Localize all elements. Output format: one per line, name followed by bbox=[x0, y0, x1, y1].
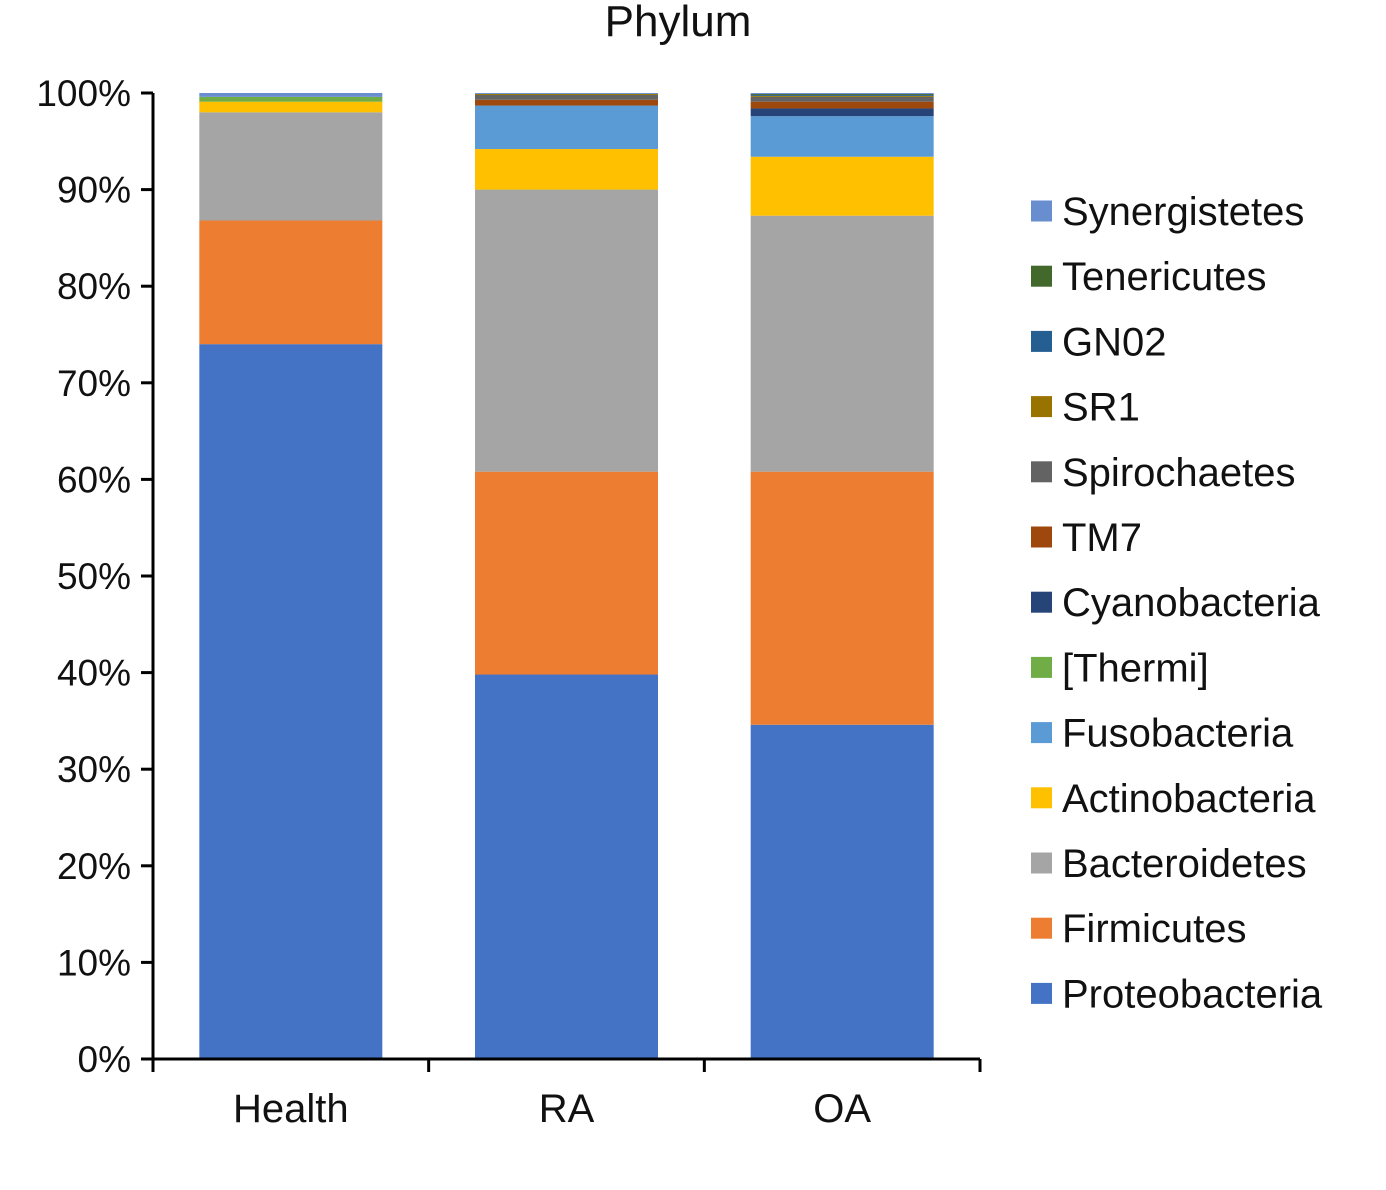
legend-swatch bbox=[1031, 722, 1052, 744]
legend-label: Bacteroidetes bbox=[1062, 842, 1307, 886]
bar-segment-oa-gn02 bbox=[750, 94, 934, 96]
legend-item-gn02: GN02 bbox=[1031, 320, 1167, 364]
legend-label: Tenericutes bbox=[1062, 255, 1267, 299]
bar-segment-ra-tm7 bbox=[475, 99, 658, 106]
x-tick-label-ra: RA bbox=[539, 1087, 595, 1131]
legend-swatch bbox=[1031, 982, 1052, 1004]
bar-segment-health-proteobacteria bbox=[199, 344, 383, 1059]
legend-item-actinobacteria: Actinobacteria bbox=[1031, 777, 1316, 821]
legend-swatch bbox=[1031, 787, 1052, 809]
y-tick-label: 30% bbox=[57, 749, 131, 790]
legend-item-fusobacteria: Fusobacteria bbox=[1031, 712, 1294, 756]
legend-label: GN02 bbox=[1062, 320, 1167, 364]
bar-segment-health-bacteroidetes bbox=[199, 112, 383, 221]
bar-segment-health-firmicutes bbox=[199, 220, 383, 345]
y-tick-label: 0% bbox=[78, 1039, 131, 1080]
bar-segment-oa-actinobacteria bbox=[750, 156, 934, 216]
legend-label: TM7 bbox=[1062, 516, 1142, 560]
bar-segment-ra-synergistetes bbox=[475, 93, 658, 94]
legend-item-proteobacteria: Proteobacteria bbox=[1031, 972, 1323, 1016]
legend-swatch bbox=[1031, 852, 1052, 874]
legend-item-firmicutes: Firmicutes bbox=[1031, 907, 1246, 951]
legend-swatch bbox=[1031, 526, 1052, 548]
y-tick-label: 70% bbox=[57, 363, 131, 404]
y-tick-label: 40% bbox=[57, 653, 131, 694]
bar-segment-oa-tm7 bbox=[750, 101, 934, 109]
y-tick-label: 20% bbox=[57, 846, 131, 887]
legend-swatch bbox=[1031, 591, 1052, 613]
y-tick-label: 80% bbox=[57, 266, 131, 307]
legend-label: Firmicutes bbox=[1062, 907, 1246, 951]
legend-item-bacteroidetes: Bacteroidetes bbox=[1031, 842, 1307, 886]
legend-swatch bbox=[1031, 917, 1052, 939]
legend-swatch bbox=[1031, 656, 1052, 678]
x-tick-label-oa: OA bbox=[813, 1087, 871, 1131]
bar-segment-oa-sr1 bbox=[750, 95, 934, 97]
bars-layer bbox=[199, 93, 934, 1059]
legend-item-synergistetes: Synergistetes bbox=[1031, 190, 1304, 234]
legend-label: Cyanobacteria bbox=[1062, 581, 1321, 625]
legend-item-tm7: TM7 bbox=[1031, 516, 1142, 560]
legend-swatch bbox=[1031, 265, 1052, 287]
legend-swatch bbox=[1031, 396, 1052, 418]
x-tick-label-health: Health bbox=[233, 1087, 349, 1131]
bar-segment-ra-fusobacteria bbox=[475, 105, 658, 150]
legend-item-cyanobacteria: Cyanobacteria bbox=[1031, 581, 1321, 625]
legend-label: [Thermi] bbox=[1062, 646, 1209, 690]
y-tick-label: 60% bbox=[57, 459, 131, 500]
bar-segment-oa-proteobacteria bbox=[750, 724, 934, 1059]
legend-swatch bbox=[1031, 461, 1052, 483]
bar-segment-ra-proteobacteria bbox=[475, 674, 658, 1059]
legend-item-spirochaetes: Spirochaetes bbox=[1031, 451, 1295, 495]
bar-segment-ra-bacteroidetes bbox=[475, 189, 658, 472]
legend-label: Fusobacteria bbox=[1062, 712, 1294, 756]
legend-label: Synergistetes bbox=[1062, 190, 1304, 234]
axes-layer: 0% 10% 20% 30% 40% 50% 60% 70% 80% 90% 100% Health R… bbox=[36, 73, 982, 1131]
bar-segment-oa-bacteroidetes bbox=[750, 215, 934, 472]
bar-segment-oa-cyanobacteria bbox=[750, 108, 934, 117]
bar-segment-ra-spirochaetes bbox=[475, 94, 658, 100]
legend-item-sr1: SR1 bbox=[1031, 386, 1140, 430]
y-tick-label: 90% bbox=[57, 170, 131, 211]
bar-segment-oa-synergistetes bbox=[750, 93, 934, 94]
legend-item-tenericutes: Tenericutes bbox=[1031, 255, 1267, 299]
y-tick-label: 50% bbox=[57, 556, 131, 597]
bar-segment-health-synergistetes bbox=[199, 93, 383, 97]
bar-segment-ra-sr1 bbox=[475, 93, 658, 95]
bar-segment-oa-firmicutes bbox=[750, 471, 934, 725]
bar-segment-ra-firmicutes bbox=[475, 471, 658, 675]
y-tick-label: 100% bbox=[36, 73, 131, 114]
bar-segment-oa-fusobacteria bbox=[750, 116, 934, 157]
bar-segment-oa-spirochaetes bbox=[750, 96, 934, 102]
legend: Synergistetes Tenericutes GN02 SR1 Spirochae… bbox=[1031, 190, 1323, 1016]
bar-segment-health-actinobacteria bbox=[199, 101, 383, 113]
chart-title: Phylum bbox=[605, 0, 752, 46]
legend-label: Proteobacteria bbox=[1062, 972, 1323, 1016]
legend-label: Actinobacteria bbox=[1062, 777, 1316, 821]
bar-segment-oa-tenericutes bbox=[750, 93, 934, 95]
bar-segment-health-thermi bbox=[199, 96, 383, 102]
legend-item-thermi: [Thermi] bbox=[1031, 646, 1209, 690]
legend-label: SR1 bbox=[1062, 386, 1140, 430]
y-tick-label: 10% bbox=[57, 942, 131, 983]
legend-swatch bbox=[1031, 200, 1052, 222]
legend-label: Spirochaetes bbox=[1062, 451, 1295, 495]
bar-segment-ra-actinobacteria bbox=[475, 149, 658, 190]
legend-swatch bbox=[1031, 330, 1052, 352]
